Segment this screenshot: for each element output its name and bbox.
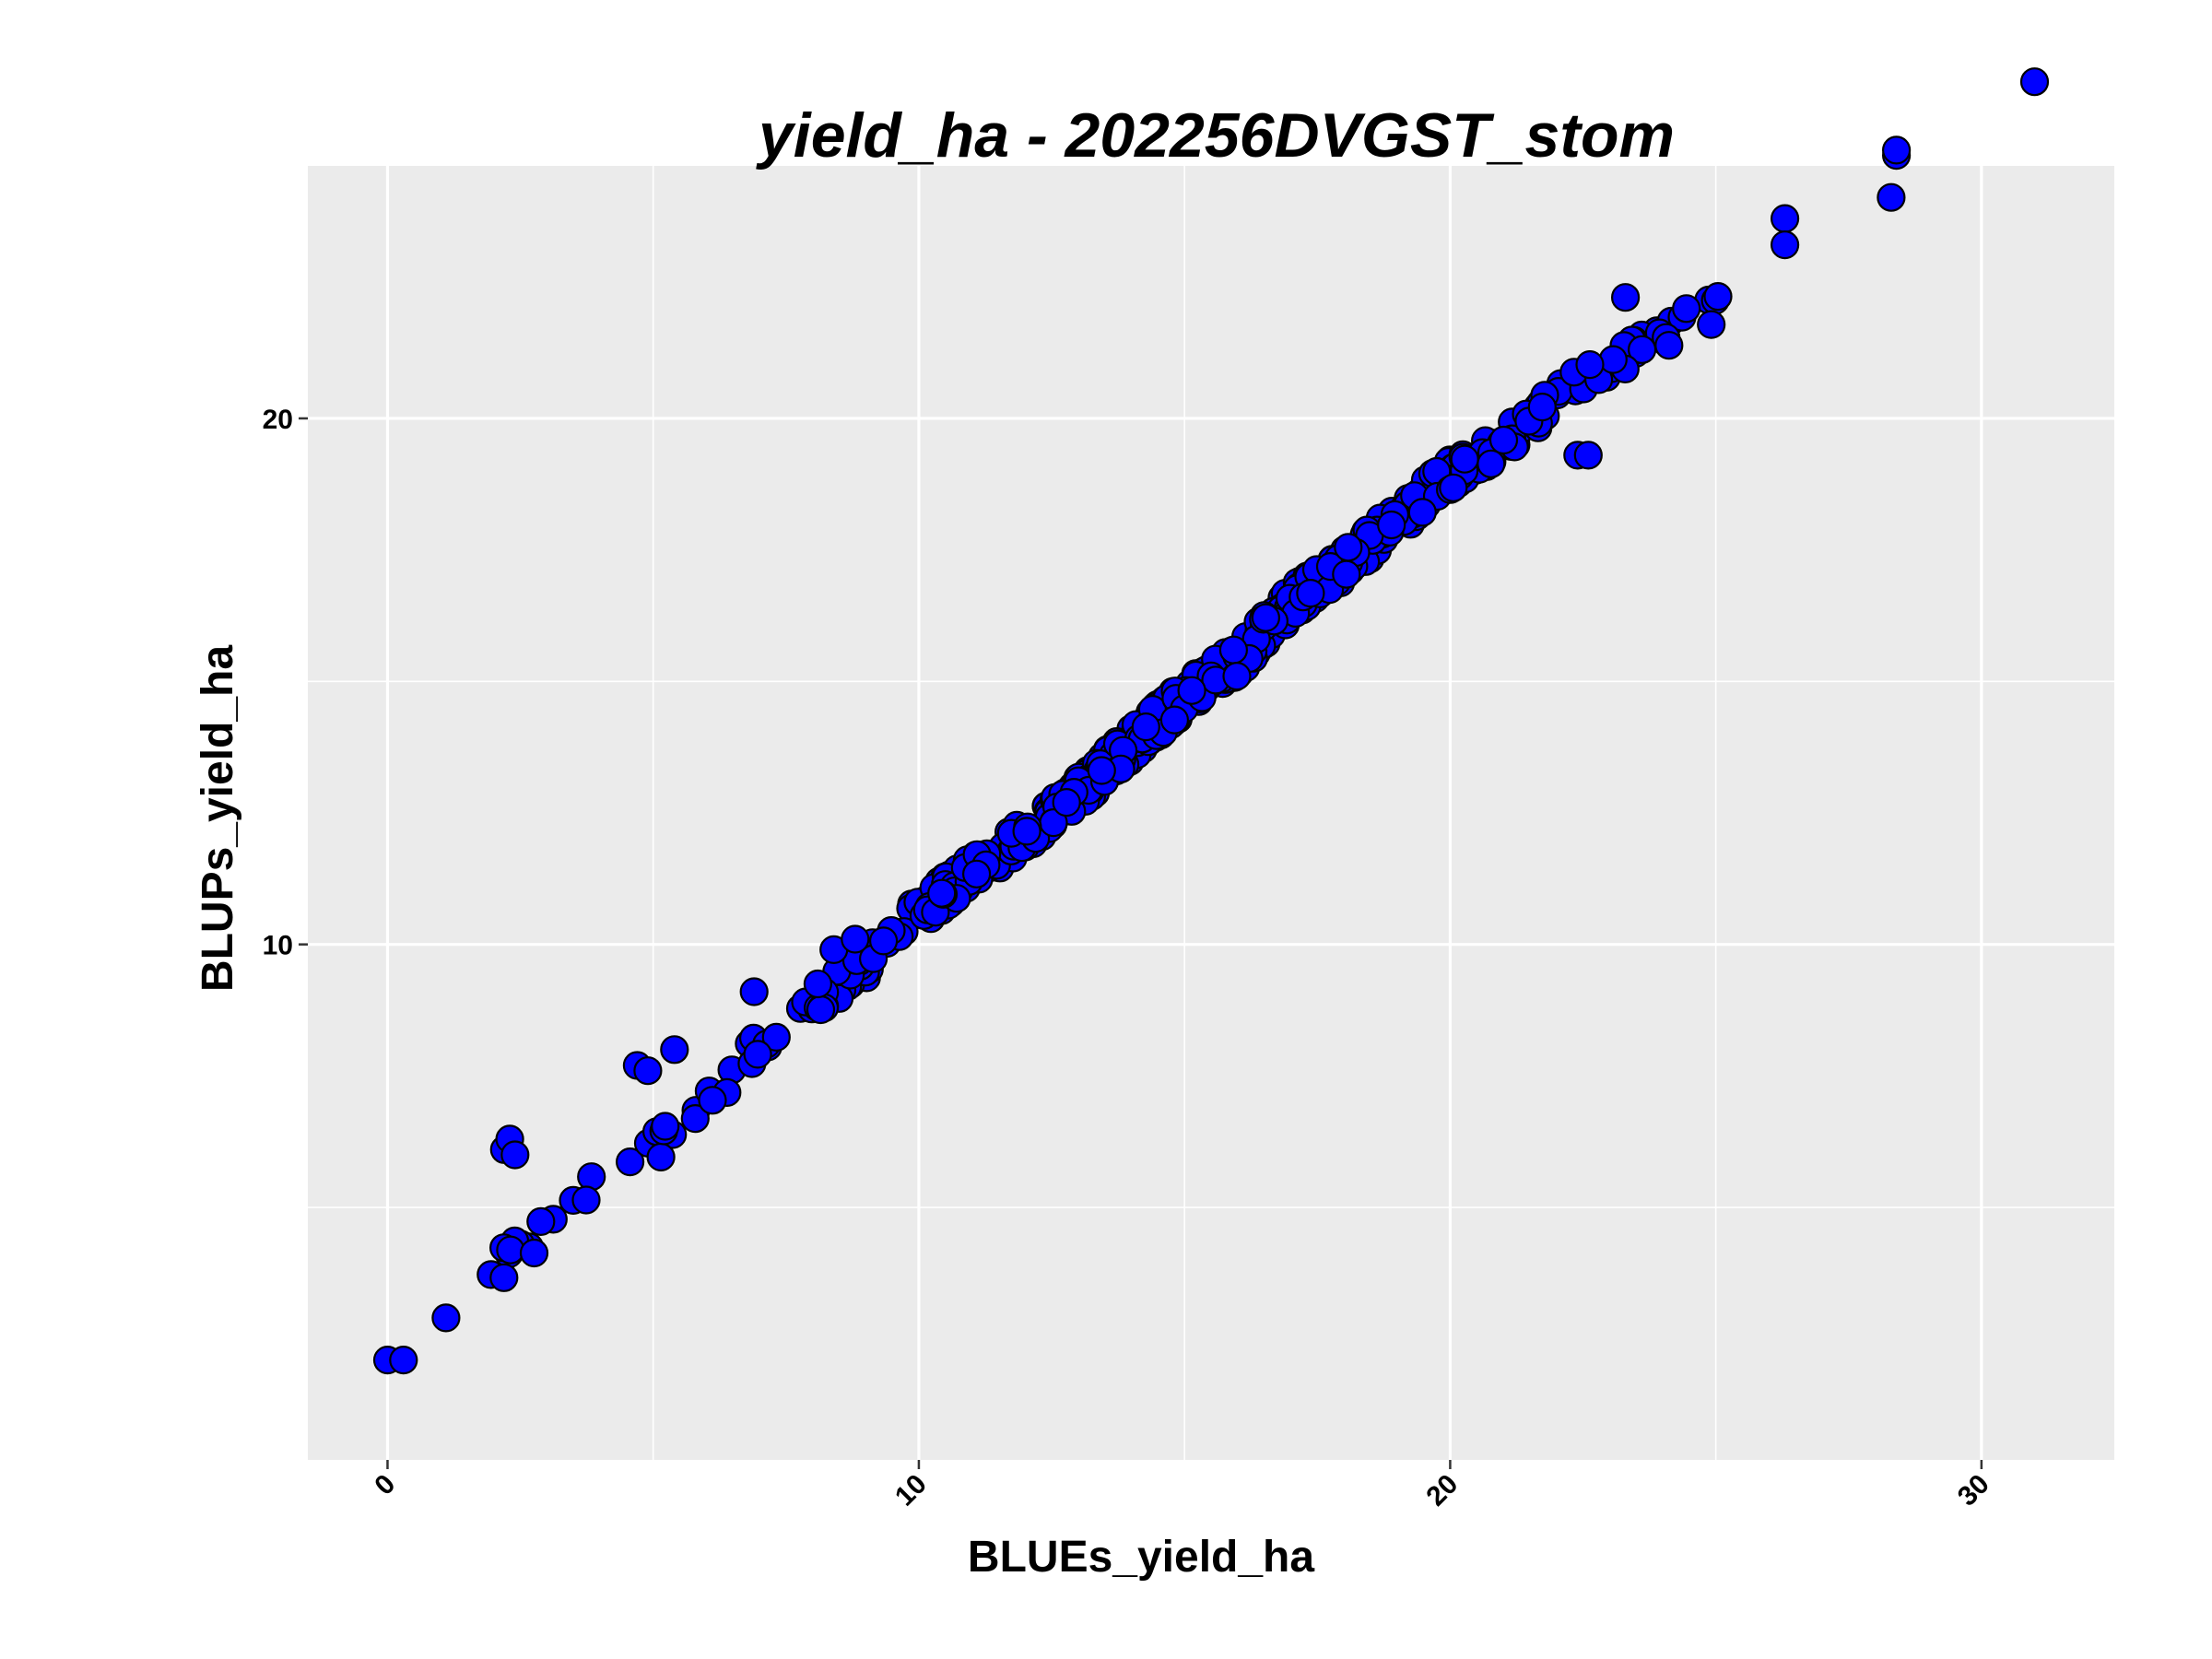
data-point	[680, 1103, 710, 1134]
data-point	[761, 1022, 791, 1053]
data-point	[1477, 449, 1506, 478]
data-point	[431, 1303, 461, 1333]
data-point	[1450, 444, 1479, 474]
data-point	[500, 1140, 530, 1170]
y-tick-label: 10	[263, 931, 293, 961]
data-point	[496, 1235, 525, 1265]
data-point	[841, 924, 870, 954]
data-point	[1159, 705, 1190, 735]
data-point	[961, 859, 992, 888]
data-point	[1052, 787, 1081, 818]
y-axis-title: BLUPs_yield_ha	[194, 645, 242, 992]
data-point	[1575, 350, 1605, 380]
data-point	[571, 1185, 601, 1215]
data-point	[1012, 817, 1041, 846]
data-point	[651, 1112, 680, 1141]
grid-lines	[308, 166, 2114, 1460]
data-point	[743, 1040, 772, 1069]
data-point	[1251, 603, 1281, 632]
data-point	[1087, 756, 1116, 785]
data-point	[1877, 182, 1906, 212]
data-point	[1407, 498, 1437, 527]
data-point	[739, 977, 769, 1006]
data-point	[806, 994, 836, 1025]
data-point	[1377, 510, 1406, 540]
data-point	[615, 1147, 645, 1177]
data-point	[2019, 67, 2050, 97]
data-point	[1703, 282, 1733, 312]
x-axis-title: BLUEs_yield_ha	[968, 1533, 1314, 1582]
data-point	[526, 1206, 556, 1237]
plot-panel	[308, 166, 2114, 1460]
data-point	[698, 1086, 727, 1115]
data-point	[1627, 335, 1657, 364]
data-point	[1296, 578, 1325, 608]
data-point	[1131, 712, 1160, 742]
data-point	[868, 926, 899, 956]
data-point	[1218, 635, 1249, 665]
data-point	[1610, 283, 1641, 312]
data-point	[1222, 661, 1252, 691]
data-point	[389, 1345, 418, 1375]
data-point	[660, 1035, 689, 1065]
chart-title: yield_ha - 202256DVGST_stom	[756, 100, 1675, 171]
data-point	[1598, 345, 1628, 374]
data-point	[1488, 425, 1519, 455]
data-point	[1697, 310, 1726, 339]
data-point	[519, 1238, 549, 1268]
data-point	[577, 1162, 606, 1192]
data-point	[1654, 331, 1684, 360]
data-point	[1527, 393, 1557, 422]
data-point	[803, 969, 833, 999]
data-point	[1439, 473, 1468, 502]
data-point	[646, 1142, 676, 1172]
data-point	[1770, 204, 1800, 233]
panel-background	[308, 166, 2114, 1460]
data-point	[1177, 676, 1206, 705]
data-point	[1332, 559, 1361, 589]
y-tick-label: 20	[263, 405, 293, 435]
data-point	[1770, 230, 1800, 260]
data-point	[927, 878, 957, 908]
data-point	[633, 1056, 663, 1086]
data-point	[1882, 135, 1912, 165]
data-points	[372, 67, 2050, 1375]
data-point	[1672, 294, 1701, 324]
data-point	[1334, 533, 1363, 562]
data-point	[1573, 441, 1603, 470]
data-point	[489, 1263, 519, 1292]
